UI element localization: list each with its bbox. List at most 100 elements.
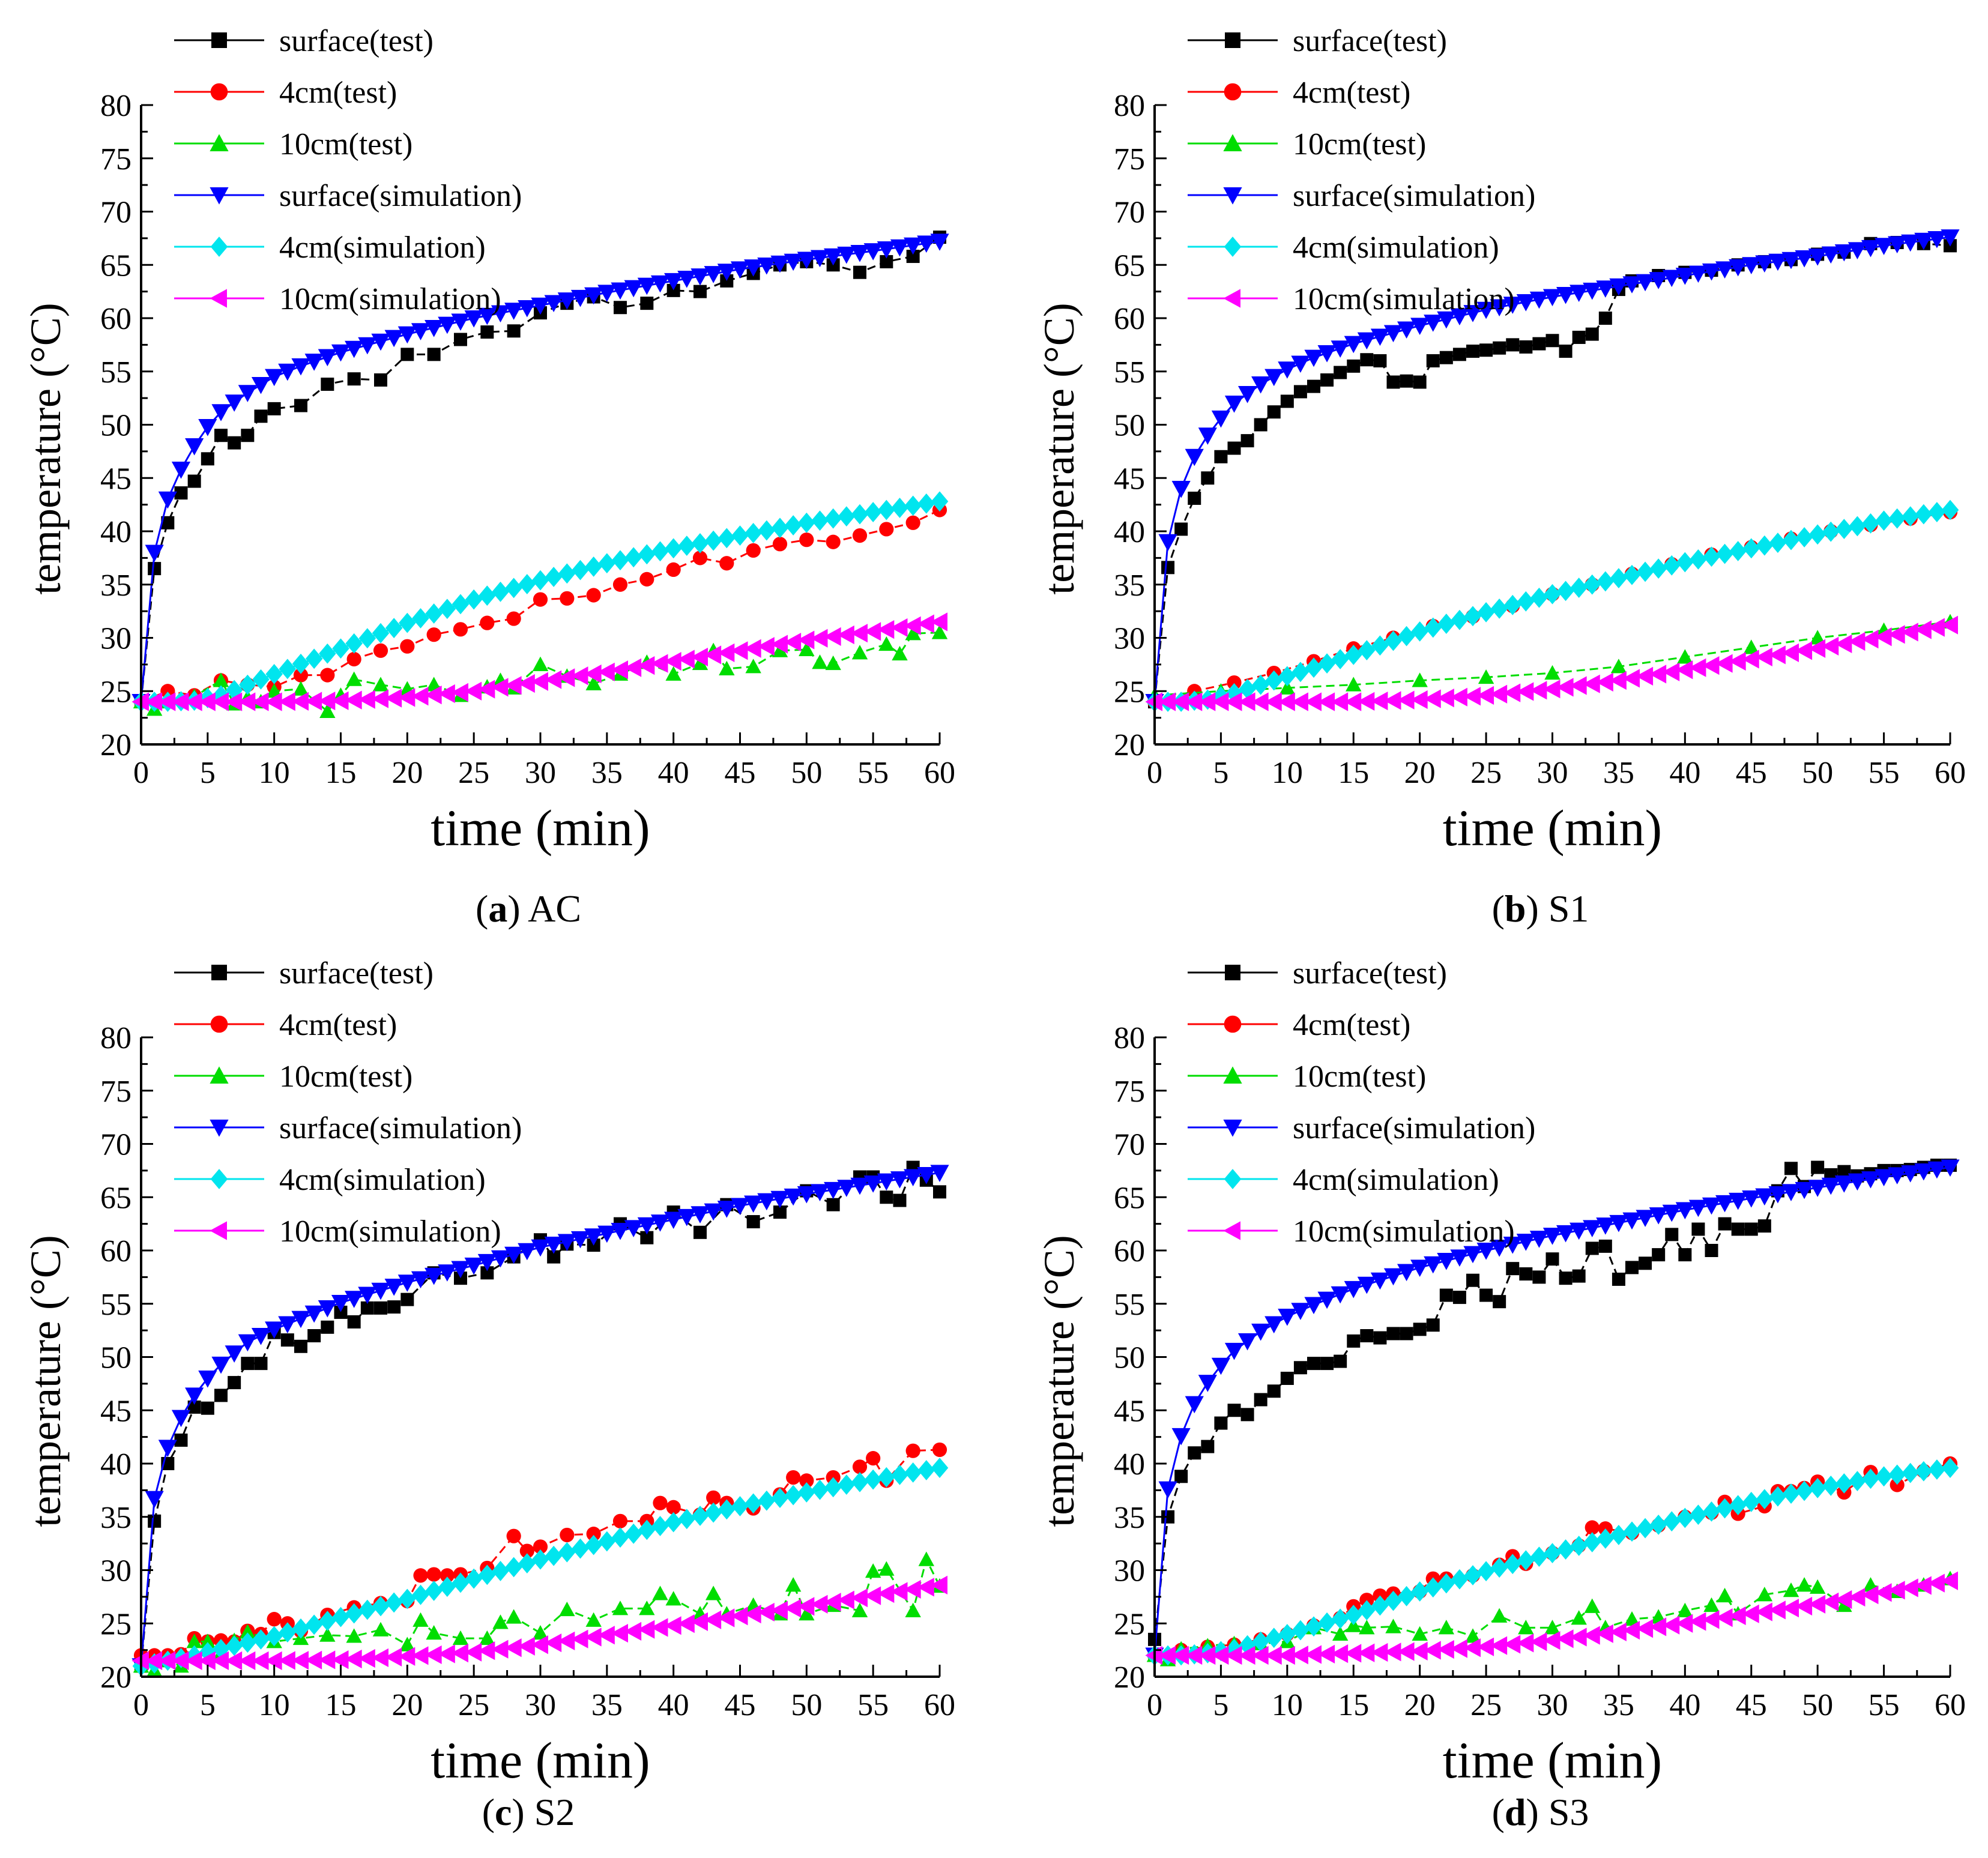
data-point-10cm(test): [1571, 1610, 1587, 1625]
data-point-10cm(test): [1359, 1620, 1375, 1635]
legend: surface(test) 4cm(test) 10cm(test) surface(…: [1188, 956, 1535, 1249]
data-point-surface(test): [1426, 1318, 1440, 1332]
data-point-surface(simulation): [1596, 280, 1615, 298]
data-point-4cm(simulation): [931, 1458, 949, 1478]
y-tick-label: 50: [1114, 409, 1145, 443]
data-point-surface(simulation): [211, 404, 231, 421]
data-point-4cm(simulation): [518, 574, 536, 594]
y-tick-label: 25: [100, 675, 131, 709]
data-point-4cm(simulation): [624, 547, 642, 568]
data-point-surface(simulation): [650, 1214, 670, 1232]
data-point-surface(simulation): [238, 1334, 257, 1352]
data-point-4cm(simulation): [1597, 571, 1615, 592]
data-point-surface(simulation): [1490, 1240, 1509, 1257]
data-point-surface(simulation): [1424, 1256, 1443, 1274]
y-tick-label: 70: [100, 1128, 131, 1162]
data-point-surface(simulation): [318, 1300, 337, 1318]
data-point-4cm(test): [426, 1567, 441, 1582]
data-point-surface(test): [347, 1315, 361, 1329]
data-point-surface(test): [1691, 1222, 1705, 1236]
legend: surface(test) 4cm(test) 10cm(test) surface(…: [174, 956, 522, 1249]
legend-item-surface(test): surface(test): [1188, 956, 1447, 991]
legend-label: 10cm(test): [1293, 127, 1426, 161]
data-point-surface(test): [1240, 434, 1254, 448]
data-point-10cm(test): [892, 645, 908, 661]
legend-marker: [210, 187, 229, 205]
x-tick-label: 30: [525, 756, 556, 790]
data-point-surface(simulation): [1211, 410, 1231, 428]
data-point-4cm(simulation): [1862, 513, 1879, 534]
data-point-surface(test): [893, 1193, 907, 1207]
data-point-10cm(simulation): [1636, 666, 1654, 686]
data-point-10cm(test): [745, 659, 761, 674]
data-point-10cm(simulation): [438, 684, 455, 704]
data-point-4cm(simulation): [585, 1534, 602, 1555]
data-point-10cm(test): [1717, 1587, 1733, 1603]
data-point-4cm(simulation): [1849, 516, 1866, 537]
x-tick-label: 25: [458, 1688, 489, 1722]
data-point-surface(test): [480, 325, 494, 339]
data-point-4cm(test): [586, 588, 601, 603]
caption-letter: c: [495, 1791, 512, 1833]
data-point-10cm(simulation): [1251, 692, 1269, 711]
y-tick-label: 55: [1114, 1288, 1145, 1322]
data-point-surface(simulation): [837, 1180, 856, 1197]
data-point-10cm(simulation): [1821, 1592, 1839, 1611]
data-point-10cm(simulation): [198, 692, 216, 711]
data-point-surface(simulation): [491, 1250, 510, 1268]
data-point-surface(test): [1585, 327, 1599, 341]
data-point-surface(test): [241, 429, 255, 442]
data-point-surface(simulation): [1888, 236, 1907, 254]
data-point-surface(test): [933, 1185, 946, 1199]
data-point-surface(test): [547, 1250, 561, 1264]
data-point-10cm(test): [1412, 1626, 1428, 1641]
data-point-surface(test): [1334, 1354, 1347, 1368]
data-point-4cm(simulation): [1570, 578, 1588, 598]
y-tick-label: 40: [100, 1447, 131, 1482]
data-point-surface(test): [374, 1301, 387, 1315]
data-point-10cm(simulation): [757, 637, 775, 656]
data-point-10cm(simulation): [531, 672, 548, 691]
legend-label: surface(test): [279, 956, 434, 991]
x-tick-label: 50: [791, 1688, 822, 1722]
data-point-4cm(simulation): [1464, 1565, 1482, 1585]
legend-label: 10cm(test): [1293, 1060, 1426, 1094]
data-point-surface(simulation): [650, 275, 670, 293]
data-point-surface(simulation): [1171, 1428, 1191, 1446]
data-point-surface(simulation): [1715, 261, 1735, 279]
data-point-4cm(simulation): [864, 1469, 882, 1490]
data-point-4cm(simulation): [1690, 549, 1707, 570]
data-point-10cm(simulation): [744, 639, 761, 658]
data-point-surface(test): [1188, 491, 1201, 505]
y-tick-label: 55: [100, 1288, 131, 1322]
data-point-4cm(simulation): [1437, 614, 1455, 634]
data-point-10cm(test): [705, 1585, 722, 1600]
data-point-surface(simulation): [265, 1321, 284, 1339]
data-point-10cm(test): [585, 675, 602, 690]
data-point-10cm(test): [799, 641, 815, 657]
data-point-10cm(simulation): [1278, 692, 1295, 711]
data-point-4cm(simulation): [745, 1493, 762, 1514]
data-point-surface(simulation): [784, 1188, 803, 1206]
data-point-surface(test): [1757, 1219, 1771, 1233]
data-point-surface(simulation): [291, 1311, 310, 1329]
y-tick-label: 60: [1114, 302, 1145, 336]
data-point-surface(simulation): [677, 1208, 696, 1226]
data-point-10cm(simulation): [1542, 1631, 1560, 1650]
data-point-10cm(simulation): [211, 1651, 229, 1670]
data-point-10cm(test): [799, 1606, 815, 1621]
data-point-surface(simulation): [504, 1246, 524, 1264]
data-point-10cm(test): [1703, 1597, 1720, 1612]
data-point-10cm(simulation): [1251, 1645, 1269, 1665]
data-point-surface(test): [640, 1231, 654, 1244]
data-point-4cm(simulation): [771, 517, 789, 538]
data-point-10cm(simulation): [1437, 689, 1454, 708]
data-point-4cm(simulation): [784, 1485, 802, 1506]
data-point-4cm(simulation): [798, 512, 815, 533]
data-point-surface(simulation): [1410, 1259, 1430, 1277]
data-point-4cm(simulation): [1371, 1595, 1389, 1616]
data-point-4cm(simulation): [1239, 1635, 1256, 1656]
data-point-10cm(test): [612, 1600, 629, 1615]
data-point-surface(test): [1307, 379, 1320, 393]
data-point-10cm(simulation): [1542, 680, 1560, 699]
